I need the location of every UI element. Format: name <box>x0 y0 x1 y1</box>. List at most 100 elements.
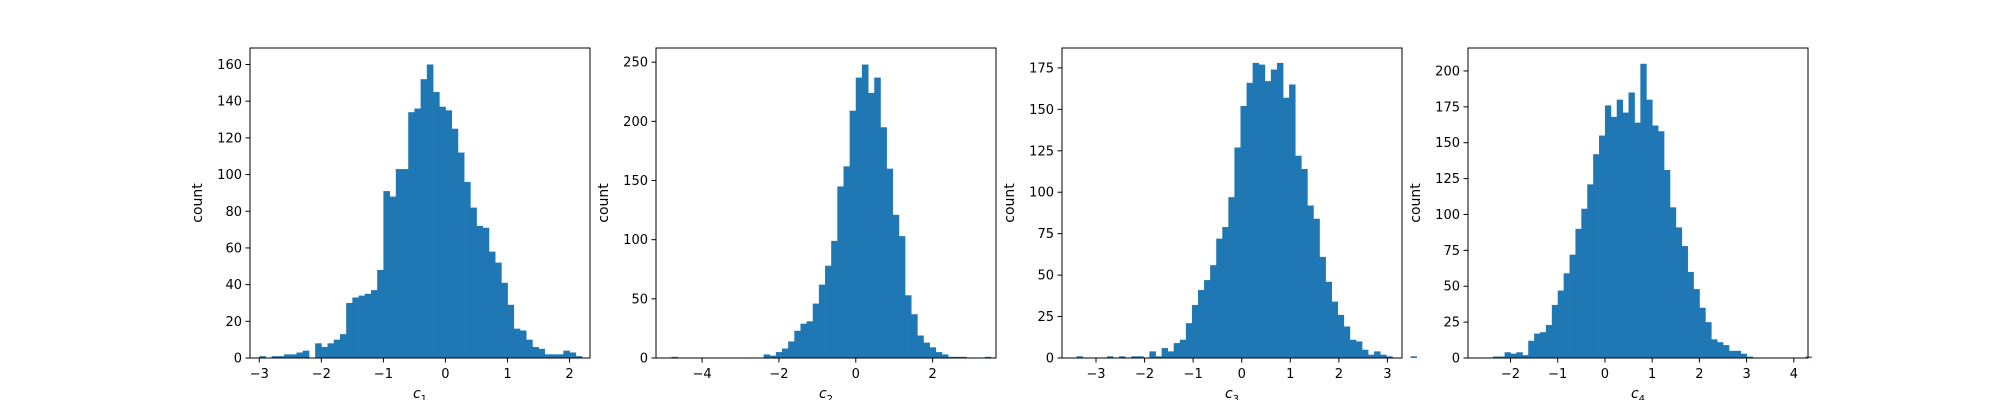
y-axis-label: count <box>596 183 612 223</box>
x-tick-label: −1 <box>1184 367 1203 382</box>
histogram-bars-3 <box>1076 62 1417 359</box>
histogram-bar <box>1545 324 1553 358</box>
histogram-bar <box>1337 314 1345 358</box>
histogram-bar <box>1167 351 1175 358</box>
histogram-bar <box>837 186 844 358</box>
histogram-bar <box>892 214 900 358</box>
histogram-bar <box>408 112 415 358</box>
histogram-bar <box>800 323 807 358</box>
histogram-bar <box>433 92 440 359</box>
axes-frame <box>249 47 591 359</box>
y-tick-label: 125 <box>1029 144 1054 159</box>
histogram-bar <box>1179 339 1187 358</box>
histogram-bar <box>259 356 266 358</box>
histogram-bar <box>290 354 297 358</box>
histogram-bar <box>495 262 502 358</box>
histogram-bar <box>1510 353 1517 358</box>
histogram-bar <box>426 64 434 358</box>
histogram-bar <box>1149 351 1156 358</box>
histogram-bar <box>377 269 384 358</box>
histogram-bar <box>1252 62 1260 359</box>
x-tick-label: 2 <box>928 367 936 382</box>
histogram-bar <box>1386 356 1393 358</box>
y-tick-label: 0 <box>234 352 242 367</box>
histogram-bar <box>874 77 881 358</box>
y-tick-label: 125 <box>1435 172 1460 187</box>
histogram-bar <box>445 110 453 359</box>
y-tick-label: 25 <box>1037 310 1054 325</box>
histogram-bar <box>439 106 446 358</box>
histogram-bar <box>923 342 930 358</box>
x-tick-label: −4 <box>693 367 712 382</box>
histogram-bar <box>1540 332 1547 358</box>
y-tick-label: 140 <box>217 95 242 110</box>
histogram-bar <box>1528 340 1535 358</box>
x-axis-label: c1 <box>413 386 427 400</box>
histogram-bar <box>302 350 310 358</box>
histogram-bar <box>1610 116 1618 358</box>
histogram-bar <box>476 225 484 358</box>
y-tick-label: 0 <box>640 352 648 367</box>
axes-frame <box>655 47 997 359</box>
y-tick-label: 50 <box>1037 269 1054 284</box>
histogram-bars-4 <box>1492 63 1812 359</box>
histogram-bar <box>414 108 422 358</box>
y-tick-label: 75 <box>1037 227 1054 242</box>
histogram-bar <box>364 293 372 358</box>
histogram-bar <box>507 304 515 358</box>
histogram-bar <box>911 314 918 358</box>
histogram-bar <box>457 152 465 358</box>
histogram-bar <box>1191 304 1199 358</box>
y-tick-label: 150 <box>623 174 648 189</box>
y-tick-label: 120 <box>217 131 242 146</box>
histogram-bar <box>831 240 838 358</box>
x-tick-label: 1 <box>1286 367 1294 382</box>
histogram-bar <box>488 251 496 358</box>
histogram-bar <box>464 181 471 358</box>
histogram-bar <box>1575 228 1582 358</box>
x-tick-label: −2 <box>312 367 331 382</box>
histogram-bar <box>346 302 353 358</box>
y-tick-label: 50 <box>1443 280 1460 295</box>
histogram-bar <box>1355 341 1363 358</box>
histogram-bar <box>1119 356 1126 358</box>
histogram-bar <box>1076 356 1084 358</box>
histogram-bar <box>563 350 570 358</box>
axes-frame <box>1061 47 1403 359</box>
histogram-bar <box>1593 154 1600 358</box>
histogram-bar <box>1740 353 1748 358</box>
histogram-bar <box>1283 97 1290 358</box>
histogram-bar <box>954 356 961 358</box>
histogram-bars-2 <box>671 64 992 359</box>
histogram-bar <box>1646 99 1653 359</box>
histogram-bar <box>271 356 279 358</box>
histogram-bar <box>538 348 546 358</box>
histogram-bar <box>1216 238 1223 358</box>
histogram-bar <box>1374 351 1381 358</box>
histogram-bar <box>339 334 347 358</box>
histogram-bar <box>935 352 943 358</box>
histogram-bar <box>544 354 552 358</box>
x-tick-label: −2 <box>769 367 788 382</box>
histogram-bar <box>1640 63 1647 358</box>
x-tick-label: 1 <box>503 367 511 382</box>
histogram-bar <box>763 354 771 358</box>
y-tick-label: 175 <box>1029 61 1054 76</box>
y-tick-label: 150 <box>1029 103 1054 118</box>
histogram-bar <box>1410 356 1417 358</box>
histogram-bar <box>1131 356 1138 358</box>
x-tick-label: −3 <box>250 367 269 382</box>
histogram-bar <box>794 330 801 358</box>
histogram-bar <box>1270 69 1278 359</box>
histogram-bar <box>550 354 558 358</box>
histogram-bar <box>402 169 409 358</box>
y-tick-label: 25 <box>1443 316 1460 331</box>
histogram-bar <box>1587 184 1594 358</box>
y-tick-label: 200 <box>623 115 648 130</box>
histogram-bar <box>370 290 378 358</box>
histogram-bar <box>1106 356 1114 358</box>
histogram-bar <box>1728 350 1736 358</box>
histogram-bar <box>1658 131 1665 358</box>
x-tick-label: −3 <box>1086 367 1105 382</box>
histogram-bar <box>532 346 539 358</box>
